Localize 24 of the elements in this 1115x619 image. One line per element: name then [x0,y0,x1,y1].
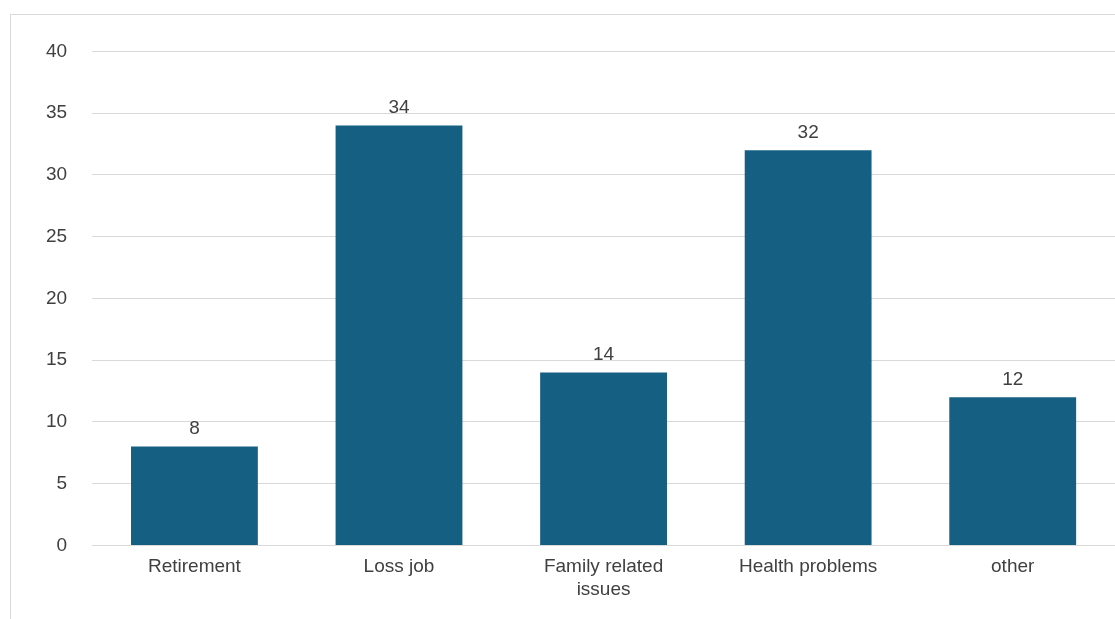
y-tick-label: 25 [45,224,68,246]
bar [131,446,258,545]
y-tick-label: 10 [45,410,68,432]
data-label: 8 [189,417,200,439]
x-tick-label: Family related issues [543,555,664,599]
y-tick-label: 5 [56,471,68,493]
data-label: 34 [388,96,410,118]
data-label: 14 [593,343,615,365]
y-tick-label: 40 [45,39,68,61]
bar [949,397,1077,545]
x-tick-label: Retirement [147,555,242,577]
y-tick-label: 30 [45,163,68,185]
x-tick-label: Health problems [738,555,878,577]
y-tick-label: 35 [45,101,68,123]
bar [744,150,872,545]
y-tick-label: 0 [56,533,68,555]
y-tick-label: 20 [45,286,68,308]
data-label: 32 [797,120,819,142]
x-tick-label: other [991,555,1036,577]
data-label: 12 [1002,367,1024,389]
bar [540,372,667,545]
y-tick-label: 15 [45,348,68,370]
x-tick-label: Loss job [363,555,435,577]
bar [335,125,463,545]
